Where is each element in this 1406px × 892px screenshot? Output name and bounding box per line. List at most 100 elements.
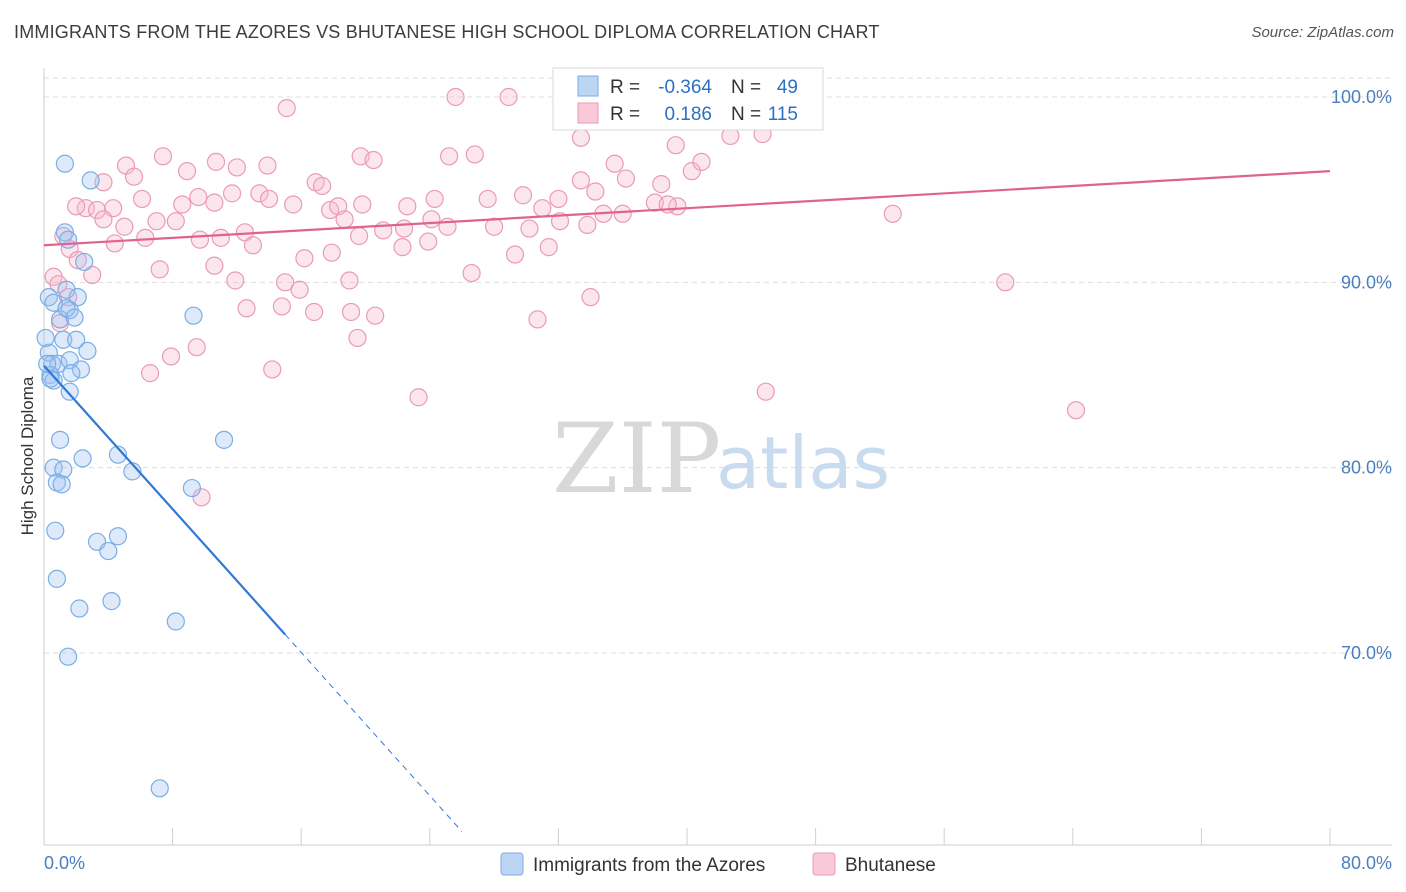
- bhutanese-point-11: [258, 156, 277, 175]
- azores-point-43: [150, 779, 169, 798]
- bhutanese-point-40: [425, 189, 444, 209]
- bhutanese-point-32: [205, 193, 224, 212]
- azores-point-1: [81, 171, 100, 190]
- series-legend-swatch-bhutanese: [812, 852, 836, 876]
- legend-n-value-1: 49: [777, 77, 798, 98]
- azores-points: [36, 154, 234, 798]
- bhutanese-point-33: [222, 184, 242, 203]
- bhutanese-point-65: [105, 234, 124, 253]
- bhutanese-point-76: [290, 280, 309, 299]
- bhutanese-point-69: [505, 245, 525, 264]
- bhutanese-point-8: [153, 147, 173, 166]
- bhutanese-point-105: [259, 189, 279, 209]
- azores-point-47: [65, 308, 84, 327]
- bhutanese-point-52: [335, 210, 354, 229]
- bhutanese-point-49: [147, 212, 166, 231]
- bhutanese-point-56: [485, 217, 504, 236]
- bhutanese-point-108: [67, 197, 86, 216]
- bhutanese-point-13: [439, 147, 459, 166]
- azores-point-37: [108, 527, 128, 546]
- bhutanese-point-5: [571, 128, 591, 147]
- bhutanese-point-84: [272, 297, 292, 316]
- bhutanese-point-58: [578, 215, 597, 234]
- azores-point-40: [102, 592, 121, 611]
- bhutanese-point-103: [465, 145, 484, 164]
- bhutanese-point-9: [206, 152, 226, 171]
- bhutanese-point-74: [226, 271, 245, 290]
- azores-point-20: [44, 371, 63, 390]
- bhutanese-points: [44, 87, 1086, 507]
- bhutanese-point-27: [87, 200, 107, 220]
- bhutanese-point-106: [211, 228, 230, 247]
- bhutanese-point-86: [341, 302, 361, 322]
- bhutanese-point-39: [398, 197, 417, 216]
- bhutanese-point-72: [150, 260, 169, 279]
- bhutanese-point-50: [166, 212, 185, 231]
- bhutanese-point-45: [586, 182, 605, 201]
- bhutanese-point-29: [132, 189, 152, 209]
- bhutanese-point-79: [996, 273, 1015, 292]
- bhutanese-point-70: [539, 238, 558, 257]
- series-legend-swatch-azores: [500, 852, 524, 876]
- bhutanese-point-2: [499, 87, 518, 107]
- x-tick-label-max: 80.0%: [1341, 853, 1392, 873]
- azores-point-46: [41, 369, 60, 388]
- azores-point-4: [75, 252, 94, 272]
- bhutanese-point-57: [550, 212, 570, 231]
- bhutanese-point-92: [187, 338, 206, 357]
- azores-point-25: [73, 449, 92, 468]
- bhutanese-point-99: [192, 488, 211, 507]
- bhutanese-point-44: [549, 189, 568, 209]
- bhutanese-trend-line: [43, 170, 1331, 247]
- azores-point-8: [68, 288, 87, 307]
- bhutanese-point-34: [250, 184, 269, 203]
- bhutanese-point-93: [161, 347, 181, 366]
- bhutanese-point-24: [605, 154, 624, 173]
- trend-lines: [43, 170, 1331, 832]
- legend-r-label-1: R =: [610, 77, 640, 98]
- azores-trend-line: [43, 364, 286, 636]
- azores-point-23: [184, 306, 203, 325]
- bhutanese-point-91: [348, 328, 367, 348]
- azores-point-13: [78, 341, 97, 361]
- bhutanese-point-114: [83, 265, 102, 285]
- y-tick-label-2: 80.0%: [1341, 458, 1392, 478]
- azores-point-12: [67, 330, 86, 349]
- azores-point-39: [70, 599, 89, 618]
- bhutanese-point-110: [613, 204, 632, 223]
- series-legend-label-bhutanese: Bhutanese: [845, 855, 936, 876]
- legend-n-label-2: N =: [731, 104, 761, 125]
- bhutanese-point-30: [173, 195, 192, 214]
- bhutanese-point-20: [616, 169, 636, 188]
- bhutanese-point-25: [312, 176, 332, 196]
- azores-point-24: [50, 430, 70, 449]
- azores-point-36: [99, 541, 118, 561]
- bhutanese-point-0: [277, 99, 296, 118]
- azores-point-3: [59, 230, 78, 249]
- bhutanese-point-111: [520, 219, 539, 238]
- azores-point-42: [59, 647, 78, 666]
- series-legend-label-azores: Immigrants from the Azores: [533, 855, 765, 876]
- azores-point-22: [60, 382, 79, 401]
- azores-point-41: [166, 612, 185, 631]
- bhutanese-point-77: [340, 271, 359, 290]
- legend-r-value-1: -0.364: [658, 77, 712, 98]
- bhutanese-point-73: [205, 256, 224, 275]
- bhutanese-point-43: [533, 199, 552, 218]
- bhutanese-point-31: [189, 187, 208, 207]
- azores-point-38: [47, 569, 66, 588]
- bhutanese-point-23: [692, 152, 711, 171]
- bhutanese-point-71: [393, 238, 412, 257]
- bhutanese-point-10: [227, 158, 246, 177]
- bhutanese-point-38: [353, 195, 372, 214]
- bhutanese-point-112: [322, 243, 341, 262]
- bhutanese-point-62: [243, 236, 263, 255]
- bhutanese-point-1: [446, 87, 465, 107]
- y-axis-label: High School Diploma: [18, 376, 37, 535]
- watermark-zip: ZIP: [552, 403, 721, 515]
- stats-legend: R = -0.364 N = 49 R = 0.186 N = 115: [552, 67, 824, 131]
- legend-n-label-1: N =: [731, 77, 761, 98]
- bhutanese-point-88: [528, 310, 547, 329]
- bhutanese-point-48: [94, 210, 113, 229]
- bhutanese-point-63: [349, 226, 369, 246]
